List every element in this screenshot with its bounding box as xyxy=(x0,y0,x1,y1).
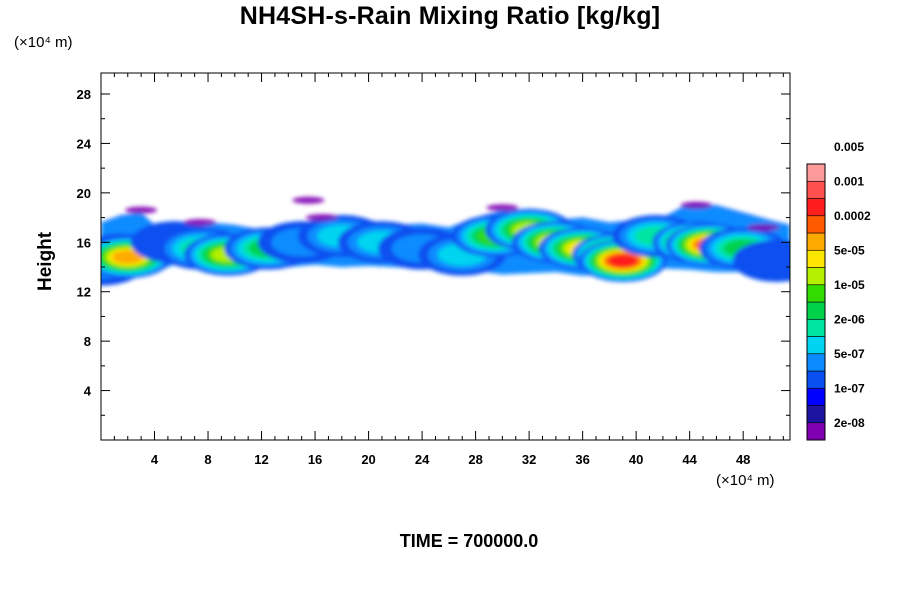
colorbar-label: 0.005 xyxy=(834,140,864,154)
x-tick-label: 8 xyxy=(204,452,211,467)
x-tick-label: 48 xyxy=(736,452,750,467)
plot-frame xyxy=(100,72,791,441)
y-tick-label: 16 xyxy=(77,235,91,250)
colorbar-swatch xyxy=(806,249,826,268)
x-tick-label: 24 xyxy=(415,452,430,467)
colorbar-swatch xyxy=(806,301,826,320)
y-tick-label: 4 xyxy=(84,384,92,399)
colorbar-swatch xyxy=(806,284,826,303)
y-tick-label: 12 xyxy=(77,285,91,300)
colorbar-swatch xyxy=(806,180,826,199)
field-cell xyxy=(112,250,144,264)
colorbar-swatch xyxy=(806,318,826,337)
colorbar-swatch xyxy=(806,267,826,286)
field-wisp xyxy=(125,206,158,214)
x-tick-label: 44 xyxy=(682,452,697,467)
colorbar-swatch xyxy=(806,405,826,424)
colorbar-label: 2e-08 xyxy=(834,416,865,430)
x-tick-label: 36 xyxy=(575,452,589,467)
colorbar: 2e-08 1e-07 5e-07 2e-06 1e-05 5e-05 0.0002 0.00… xyxy=(806,140,871,441)
colorbar-swatch xyxy=(806,336,826,355)
field-wisp xyxy=(305,214,338,222)
colorbar-swatch xyxy=(806,422,826,441)
colorbar-swatch xyxy=(806,370,826,389)
y-tick-label: 8 xyxy=(84,334,91,349)
field-cell xyxy=(608,254,638,268)
field-wisp xyxy=(486,204,519,212)
time-footer: TIME = 700000.0 xyxy=(399,531,539,551)
colorbar-swatch xyxy=(806,215,826,234)
chart-title: NH4SH-s-Rain Mixing Ratio [kg/kg] xyxy=(239,2,661,30)
y-tick-label: 28 xyxy=(77,87,91,102)
colorbar-label: 2e-06 xyxy=(834,312,865,326)
colorbar-label: 5e-07 xyxy=(834,347,865,361)
y-tick-label: 20 xyxy=(77,186,91,201)
x-tick-label: 4 xyxy=(151,452,159,467)
x-tick-label: 12 xyxy=(254,452,268,467)
field-wisp xyxy=(292,196,325,204)
colorbar-swatch xyxy=(806,353,826,372)
y-axis-unit: (×10⁴ m) xyxy=(14,34,73,51)
colorbar-label: 0.001 xyxy=(834,174,864,188)
colorbar-label: 0.0002 xyxy=(834,209,871,223)
x-tick-label: 32 xyxy=(522,452,536,467)
colorbar-label: 1e-07 xyxy=(834,381,865,395)
colorbar-swatch xyxy=(806,232,826,251)
y-tick-label: 24 xyxy=(77,136,92,151)
field-wisp xyxy=(680,201,713,209)
x-tick-label: 28 xyxy=(468,452,482,467)
colorbar-frame xyxy=(806,163,826,441)
x-tick-label: 40 xyxy=(629,452,643,467)
colorbar-label: 5e-05 xyxy=(834,243,865,257)
colorbar-swatch xyxy=(806,198,826,217)
field-wisp xyxy=(184,219,217,227)
mixing-ratio-field xyxy=(101,196,790,286)
colorbar-swatch xyxy=(806,163,826,182)
x-tick-label: 20 xyxy=(361,452,375,467)
x-tick-label: 16 xyxy=(308,452,322,467)
field-wisp xyxy=(747,223,780,231)
x-axis-unit: (×10⁴ m) xyxy=(716,472,775,489)
field-cell xyxy=(732,239,790,282)
colorbar-swatch xyxy=(806,387,826,406)
colorbar-label: 1e-05 xyxy=(834,278,865,292)
field-blur-group xyxy=(101,196,790,286)
